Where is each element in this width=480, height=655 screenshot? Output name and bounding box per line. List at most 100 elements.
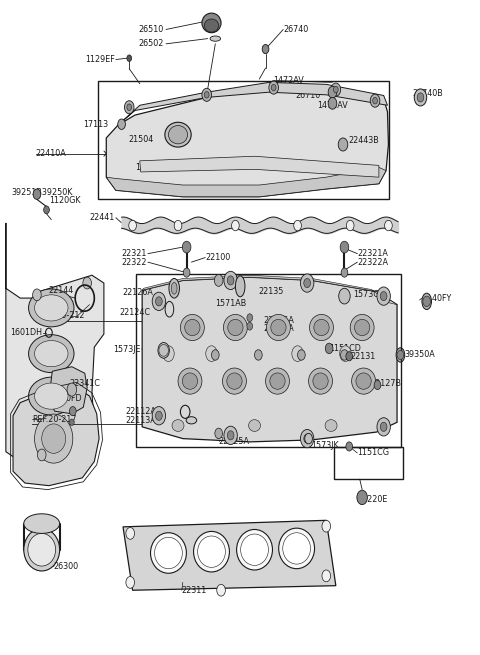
Ellipse shape [35, 341, 68, 367]
Text: 1472AV: 1472AV [273, 76, 303, 85]
Circle shape [126, 527, 134, 539]
Ellipse shape [350, 314, 374, 341]
Circle shape [322, 570, 331, 582]
Text: 22322A: 22322A [357, 257, 388, 267]
Circle shape [224, 426, 237, 445]
Circle shape [341, 350, 348, 360]
Text: 1129EF: 1129EF [85, 55, 115, 64]
Circle shape [328, 86, 337, 98]
Circle shape [377, 287, 390, 305]
Circle shape [304, 278, 311, 288]
Ellipse shape [223, 368, 246, 394]
Text: 39350A: 39350A [404, 350, 435, 360]
Polygon shape [118, 83, 387, 125]
Text: 26300: 26300 [54, 562, 79, 571]
Circle shape [202, 88, 212, 102]
Circle shape [174, 220, 182, 231]
Text: 22410A: 22410A [36, 149, 66, 158]
Circle shape [397, 350, 404, 360]
Polygon shape [13, 386, 99, 485]
Circle shape [305, 434, 312, 444]
Circle shape [338, 138, 348, 151]
Ellipse shape [182, 373, 198, 389]
Circle shape [183, 268, 190, 277]
Ellipse shape [185, 320, 200, 335]
Circle shape [44, 206, 49, 214]
Polygon shape [142, 275, 397, 305]
Ellipse shape [266, 314, 290, 341]
Circle shape [70, 407, 76, 416]
Ellipse shape [180, 314, 204, 341]
Circle shape [384, 220, 392, 231]
Text: 1472AV: 1472AV [317, 101, 348, 110]
Circle shape [380, 422, 387, 432]
Circle shape [331, 83, 341, 96]
Polygon shape [49, 367, 87, 414]
Circle shape [304, 434, 311, 443]
Text: 22144: 22144 [48, 286, 73, 295]
Circle shape [340, 346, 351, 362]
Text: 22112A: 22112A [126, 407, 156, 417]
Text: 22125A: 22125A [219, 437, 250, 446]
Text: 22131: 22131 [350, 352, 375, 361]
Ellipse shape [151, 533, 186, 573]
Circle shape [67, 383, 77, 396]
Circle shape [118, 119, 125, 130]
Circle shape [204, 92, 209, 98]
Ellipse shape [271, 320, 286, 335]
Ellipse shape [235, 276, 245, 297]
Circle shape [417, 93, 424, 102]
Text: 39220E: 39220E [357, 495, 388, 504]
Ellipse shape [355, 320, 370, 335]
Polygon shape [142, 277, 397, 442]
Text: 1151CG: 1151CG [357, 449, 389, 457]
Ellipse shape [178, 368, 202, 394]
Ellipse shape [314, 320, 329, 335]
Ellipse shape [24, 529, 60, 571]
Text: 17113: 17113 [84, 121, 108, 130]
Circle shape [300, 430, 314, 448]
Ellipse shape [202, 13, 221, 33]
Ellipse shape [313, 373, 328, 389]
Text: 1571AB: 1571AB [216, 299, 247, 308]
Ellipse shape [165, 122, 191, 147]
Circle shape [37, 449, 46, 461]
Text: 1140FD: 1140FD [51, 394, 82, 403]
Circle shape [300, 274, 314, 292]
Ellipse shape [210, 36, 221, 41]
Circle shape [215, 428, 223, 439]
Bar [136, 274, 401, 447]
Ellipse shape [155, 537, 182, 569]
Ellipse shape [171, 282, 177, 294]
Ellipse shape [396, 348, 405, 362]
Ellipse shape [309, 368, 333, 394]
Circle shape [182, 241, 191, 253]
Circle shape [380, 291, 387, 301]
Ellipse shape [325, 420, 337, 432]
Circle shape [231, 220, 239, 231]
Circle shape [212, 350, 219, 360]
Circle shape [271, 84, 276, 91]
Ellipse shape [204, 19, 219, 32]
Text: 22114A: 22114A [263, 324, 294, 333]
Circle shape [227, 431, 234, 440]
Circle shape [294, 220, 301, 231]
Text: 21504: 21504 [128, 136, 153, 144]
Ellipse shape [24, 514, 60, 533]
Circle shape [227, 276, 234, 285]
Ellipse shape [198, 536, 226, 567]
Text: 1601DH: 1601DH [10, 328, 42, 337]
Polygon shape [106, 86, 388, 196]
Circle shape [325, 343, 333, 354]
Circle shape [33, 189, 41, 199]
Polygon shape [140, 157, 379, 177]
Ellipse shape [28, 533, 56, 566]
Text: 26711: 26711 [295, 84, 321, 93]
Circle shape [262, 45, 269, 54]
Circle shape [372, 98, 377, 104]
Ellipse shape [35, 383, 68, 409]
Ellipse shape [265, 368, 289, 394]
Text: 1241BC: 1241BC [135, 163, 166, 172]
Circle shape [377, 418, 390, 436]
Circle shape [124, 101, 134, 114]
